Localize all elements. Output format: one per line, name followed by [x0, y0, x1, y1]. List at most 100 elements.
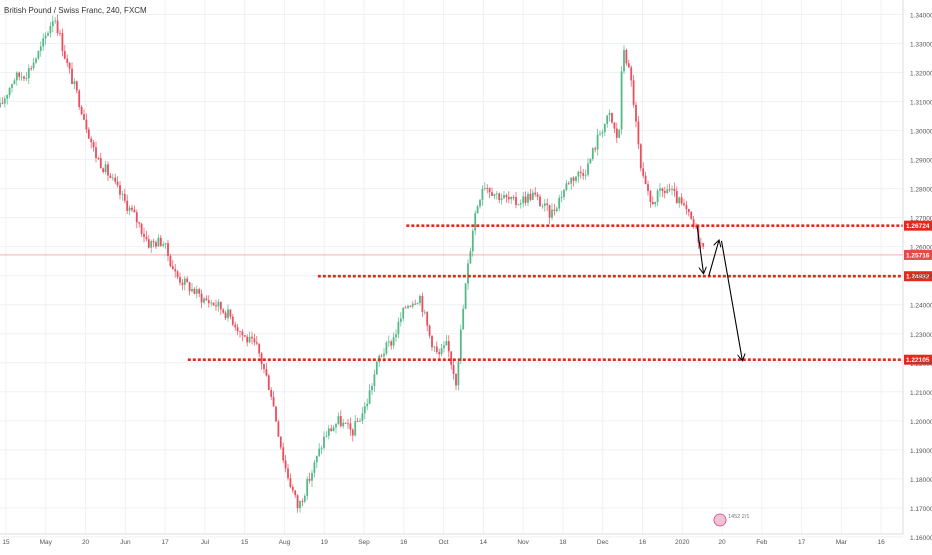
candle-body [92, 142, 95, 148]
candle-body [654, 202, 657, 205]
y-tick-label: 1.30000 [910, 129, 932, 136]
candle [611, 112, 613, 124]
candle-body [687, 209, 690, 212]
candle-body [87, 129, 90, 139]
candle-body [407, 305, 409, 308]
candle-body [371, 386, 373, 391]
candle [25, 71, 28, 81]
y-tick-label: 1.25000 [910, 274, 932, 281]
candle [361, 407, 364, 425]
candle [162, 241, 165, 248]
candle [409, 305, 412, 308]
candle [138, 221, 141, 228]
price-axis[interactable]: 1.16000 1.17000 1.18000 1.19000 1.20000 1.210… [902, 0, 932, 542]
candle-body [227, 309, 229, 319]
candle [589, 157, 592, 164]
candle [147, 235, 150, 249]
candle-body [594, 148, 597, 150]
candle-body [248, 336, 251, 343]
projection-arrow[interactable] [720, 240, 742, 360]
candle [49, 21, 52, 38]
candle [517, 203, 520, 206]
candle-body [351, 429, 354, 436]
candle [493, 193, 496, 200]
candle-body [675, 191, 678, 204]
candle-body [421, 296, 424, 312]
candle-body [59, 33, 61, 34]
candle [673, 182, 676, 197]
candle-body [150, 241, 153, 248]
x-tick-label: 20 [82, 539, 90, 546]
candle-body [426, 311, 429, 326]
x-tick-label: 16 [878, 539, 886, 546]
current-price-tag: 1.25716 [906, 252, 930, 259]
candle [560, 190, 563, 203]
candle [203, 296, 205, 305]
candle-body [296, 495, 299, 509]
candle [73, 78, 76, 89]
candle-body [313, 462, 316, 474]
candle-body [61, 33, 64, 52]
candle [253, 333, 256, 346]
candle [169, 253, 172, 268]
candle [594, 146, 597, 153]
candle [212, 302, 215, 306]
candle-body [462, 308, 465, 330]
y-tick-label: 1.19000 [910, 448, 932, 455]
candle [414, 299, 417, 306]
candle [654, 201, 657, 208]
candle [599, 130, 601, 136]
candle [186, 276, 189, 283]
candle-body [469, 251, 472, 264]
candle-body [143, 233, 145, 237]
candle-body [270, 390, 273, 397]
candle-body [637, 121, 640, 145]
candle [402, 307, 405, 322]
candle [471, 228, 474, 257]
candle [623, 45, 625, 74]
candle-body [294, 490, 297, 496]
candle-body [301, 501, 304, 502]
candle-body [320, 447, 323, 449]
projection-arrow[interactable] [696, 226, 703, 272]
candle-body [567, 183, 570, 185]
candle-body [690, 211, 693, 220]
candle-body [308, 478, 311, 481]
candle [87, 127, 90, 139]
candle [625, 48, 628, 66]
candle-body [671, 188, 673, 190]
candle-body [133, 209, 136, 213]
candle-body [534, 192, 537, 195]
time-axis[interactable]: 15 May 20 Jun 17 Jul 15 Aug 19 Sep 16 Oct 14 Nov 18 Dec… [0, 533, 903, 546]
candle [527, 191, 529, 207]
candle-body [284, 460, 287, 469]
candle [313, 459, 316, 478]
candle-body [287, 468, 289, 479]
candle-body [447, 341, 450, 352]
candles [0, 14, 705, 513]
candle [47, 31, 49, 37]
candle-body [543, 203, 546, 206]
candle-body [474, 213, 477, 231]
candle [251, 331, 253, 345]
candle-body [299, 501, 301, 509]
candle-body [66, 58, 69, 63]
x-tick-label: 17 [162, 539, 170, 546]
candle [119, 180, 121, 200]
candle-body [608, 113, 611, 116]
candle [44, 32, 47, 45]
candle [15, 71, 18, 86]
candle [603, 123, 606, 136]
candle [627, 59, 630, 68]
candle [618, 129, 621, 139]
candle [294, 490, 297, 499]
candle [620, 66, 623, 135]
candle-body [107, 164, 109, 176]
projection-arrow[interactable] [708, 241, 719, 276]
candle [433, 345, 436, 352]
candle-body [335, 423, 337, 428]
candle [536, 192, 539, 201]
